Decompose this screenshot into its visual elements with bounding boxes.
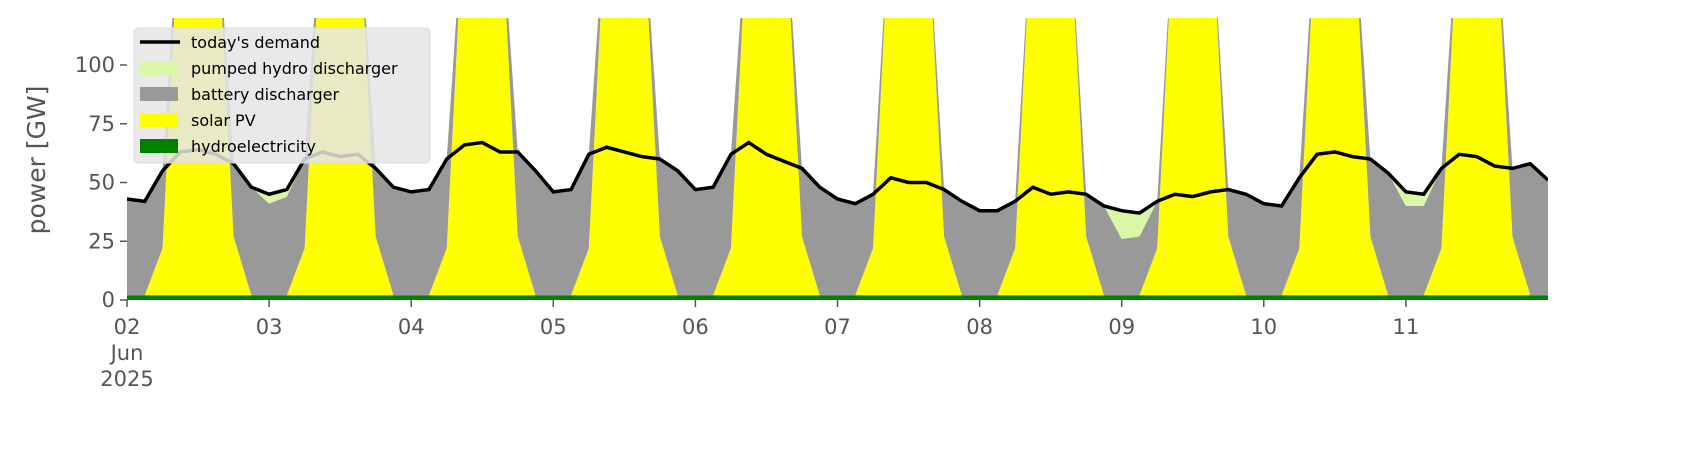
area — [127, 18, 1548, 296]
x-tick-label: 04 — [398, 315, 425, 339]
x-tick-label: 06 — [682, 315, 709, 339]
legend-patch — [140, 61, 178, 75]
x-tick-label: 05 — [540, 315, 567, 339]
x-tick-label: 02 Jun 2025 — [100, 315, 153, 391]
legend-patch — [140, 87, 178, 101]
x-tick-label: 08 — [966, 315, 993, 339]
x-tick-label: 07 — [824, 315, 851, 339]
area — [127, 18, 1548, 296]
legend-label: pumped hydro discharger — [191, 59, 398, 78]
y-axis-label: power [GW] — [22, 86, 51, 235]
plot-area — [127, 18, 1548, 300]
y-tick-label: 75 — [88, 112, 115, 136]
legend-label: battery discharger — [191, 85, 339, 104]
area — [127, 295, 1548, 300]
x-tick-label: 03 — [256, 315, 283, 339]
x-tick-label: 11 — [1393, 315, 1420, 339]
x-tick-label: 09 — [1108, 315, 1135, 339]
x-tick-label: 10 — [1250, 315, 1277, 339]
legend-patch — [140, 139, 178, 153]
y-tick-label: 0 — [102, 288, 115, 312]
legend-patch — [140, 113, 178, 127]
legend-box — [133, 27, 431, 164]
y-tick-label: 50 — [88, 171, 115, 195]
legend-label: solar PV — [191, 111, 256, 130]
y-tick-label: 100 — [75, 53, 115, 77]
y-tick-label: 25 — [88, 229, 115, 253]
legend-label: today's demand — [191, 33, 320, 52]
legend-label: hydroelectricity — [191, 137, 316, 156]
